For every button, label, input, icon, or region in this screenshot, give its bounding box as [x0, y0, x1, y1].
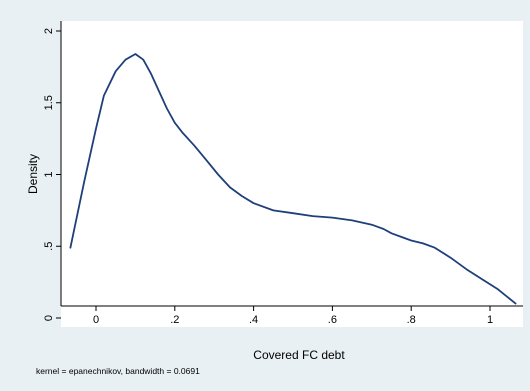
x-tick-label: .4 — [249, 314, 258, 326]
axes: 0 .2 .4 .6 .8 1 0 .5 1 1.5 2 — [43, 21, 523, 326]
y-tick-label: 1.5 — [43, 95, 55, 110]
x-axis-label: Covered FC debt — [253, 348, 345, 362]
x-tick-label: .8 — [407, 314, 416, 326]
series-layer — [69, 53, 517, 305]
density-line — [69, 53, 517, 305]
x-tick-label: 0 — [93, 314, 99, 326]
x-tick-label: .2 — [170, 314, 179, 326]
kernel-note: kernel = epanechnikov, bandwidth = 0.069… — [36, 366, 200, 376]
x-tick-label: 1 — [487, 314, 493, 326]
y-tick-label: 0 — [43, 315, 55, 321]
y-axis-label: Density — [26, 154, 40, 194]
x-tick-label: .6 — [328, 314, 337, 326]
plot-area-background — [61, 21, 523, 327]
y-tick-label: 2 — [43, 28, 55, 34]
y-tick-label: 1 — [43, 171, 55, 177]
y-tick-label: .5 — [43, 242, 55, 251]
